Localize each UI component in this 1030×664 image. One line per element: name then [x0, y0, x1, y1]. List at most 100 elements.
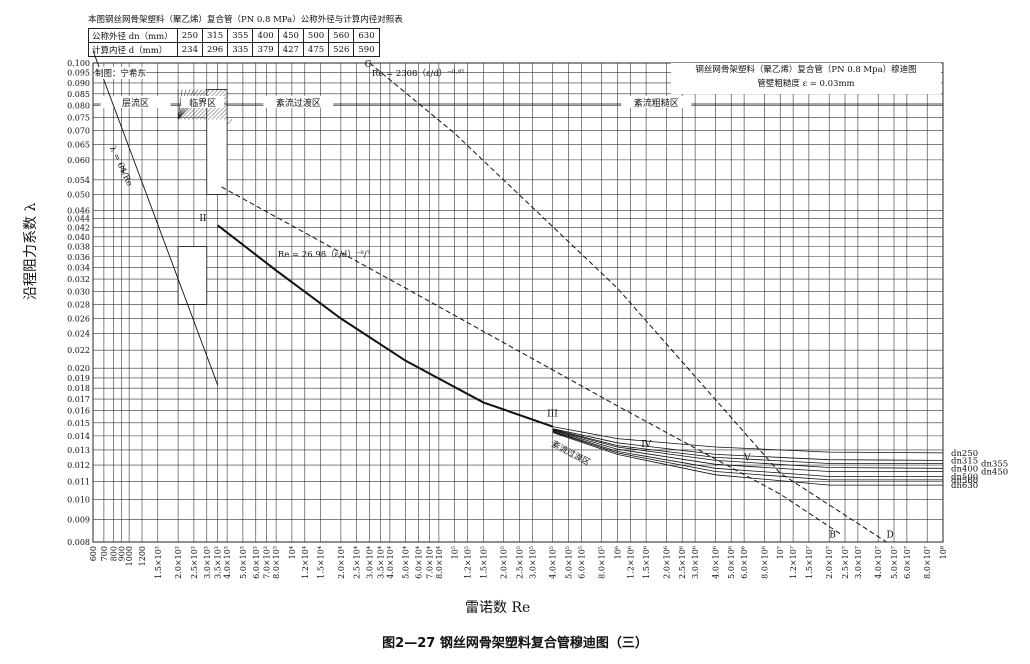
zone-mark: I: [122, 166, 126, 176]
region-label: 临界区: [189, 97, 216, 109]
x-tick-label: 2.0×10⁵: [500, 546, 509, 579]
x-tick-label: 4.0×10⁷: [874, 546, 883, 579]
x-tick-label: 4.0×10⁶: [711, 546, 720, 579]
y-axis-title: 沿程阻力系数 λ: [23, 202, 39, 300]
y-tick-label: 0.020: [67, 364, 90, 373]
x-tick-label: 1.5×10⁴: [317, 546, 326, 579]
x-tick-label: 1.5×10⁷: [805, 546, 814, 579]
x-tick-label: 2.5×10⁵: [515, 546, 524, 579]
y-tick-label: 0.028: [67, 300, 90, 309]
y-tick-label: 0.054: [67, 176, 90, 185]
table-cell: 475: [302, 42, 330, 57]
series-dn630: [552, 432, 943, 486]
y-tick-label: 0.046: [67, 206, 90, 215]
series-dn400: [552, 429, 944, 469]
zone-mark: V: [743, 453, 751, 463]
y-tick-label: 0.080: [67, 101, 90, 110]
series-label: dn400: [951, 464, 978, 474]
legend-title: 钢丝网骨架塑料（聚乙烯）复合管（PN 0.8 Mpa）穆迪图: [695, 65, 917, 75]
x-tick-label: 8.0×10⁷: [923, 546, 932, 579]
x-tick-label: 2.5×10³: [190, 546, 199, 579]
y-tick-label: 0.042: [67, 224, 90, 233]
y-tick-label: 0.090: [67, 79, 90, 88]
table-cell: 379: [252, 42, 279, 57]
x-tick-label: 8.0×10⁴: [435, 546, 444, 579]
y-tick-label: 0.019: [67, 374, 90, 383]
critical-hatch-lower: [177, 246, 208, 305]
y-tick-label: 0.032: [67, 275, 90, 284]
y-tick-label: 0.017: [67, 395, 90, 404]
x-tick-label: 4.0×10⁵: [549, 546, 558, 579]
x-tick-label: 10⁶: [613, 546, 622, 559]
region-label: 紊流过渡区: [276, 97, 321, 109]
region-label: 紊流粗糙区: [634, 97, 679, 109]
x-tick-label: 2.0×10³: [174, 546, 183, 579]
y-tick-label: 0.024: [67, 330, 90, 339]
formula-boundary-c: Re = 2308（ε/d）⁻⁰·⁸⁵: [372, 68, 465, 79]
x-tick-label: 2.5×10⁴: [353, 546, 362, 579]
x-tick-label: 1200: [138, 546, 147, 566]
table-cell: 234: [176, 42, 203, 57]
x-tick-label: 3.0×10⁶: [691, 546, 700, 579]
y-tick-label: 0.060: [67, 156, 90, 165]
x-tick-label: 900: [118, 546, 127, 561]
x-tick-label: 3.0×10⁴: [366, 546, 375, 579]
series-label: dn315: [951, 456, 978, 466]
hatch-line: [219, 112, 228, 120]
y-tick-label: 0.075: [67, 114, 90, 123]
x-tick-label: 10⁵: [451, 546, 460, 559]
hatch-line: [211, 104, 228, 120]
x-tick-label: 6.0×10⁵: [577, 546, 586, 579]
y-tick-label: 0.022: [67, 346, 90, 355]
series-label: dn500: [951, 473, 978, 483]
x-tick-label: 8.0×10⁶: [760, 546, 769, 579]
x-tick-label: 3.0×10³: [203, 546, 212, 579]
table-cell: 590: [353, 42, 380, 57]
region-label-bg: [181, 96, 225, 108]
boundary-curve-c: [369, 62, 887, 543]
x-tick-label: 5.0×10³: [239, 546, 248, 579]
x-tick-label: 6.0×10³: [252, 546, 261, 579]
curve-mark: D: [887, 530, 894, 540]
series-dn500: [552, 430, 943, 477]
y-tick-label: 0.100: [67, 59, 90, 68]
curve-mark: C: [365, 60, 372, 70]
laminar-line: [92, 50, 219, 386]
x-axis-title: 雷诺数 Re: [465, 600, 531, 616]
series-label: dn450: [981, 468, 1008, 478]
x-tick-label: 1000: [125, 546, 134, 566]
diameter-table: 公称外径 dn（mm） 250 315 355 400 450 500 560 …: [88, 28, 380, 57]
x-tick-label: 1.2×10⁵: [464, 546, 473, 579]
series-label: dn560: [951, 476, 978, 486]
x-tick-label: 3.0×10⁷: [854, 546, 863, 579]
inner-diameter-row: 计算内径 d（mm） 234 296 335 379 427 475 526 5…: [88, 42, 380, 57]
y-tick-label: 0.016: [67, 407, 90, 416]
y-tick-label: 0.026: [67, 314, 90, 323]
y-tick-label: 0.040: [67, 233, 90, 242]
hatch-line: [226, 119, 229, 121]
boundary-curve-b: [221, 186, 843, 536]
x-tick-label: 2.0×10⁷: [825, 546, 834, 579]
legend-box: 钢丝网骨架塑料（聚乙烯）复合管（PN 0.8 Mpa）穆迪图 管壁粗糙度 ε =…: [671, 63, 941, 94]
y-tick-label: 0.015: [67, 419, 90, 428]
x-tick-label: 6.0×10⁴: [415, 546, 424, 579]
x-tick-label: 2.0×10⁴: [337, 546, 346, 579]
y-tick-label: 0.013: [67, 446, 90, 455]
x-tick-label: 6.0×10⁷: [903, 546, 912, 579]
zone-mark: IV: [641, 440, 652, 450]
region-label: 层流区: [122, 97, 149, 109]
region-label-bg: [100, 96, 171, 108]
series-dn250: [552, 426, 944, 454]
x-tick-label: 6.0×10⁶: [740, 546, 749, 579]
x-tick-label: 1.2×10⁴: [301, 546, 310, 579]
x-tick-label: 1.5×10⁶: [642, 546, 651, 579]
series-dn355: [552, 428, 943, 464]
hatch-line: [215, 108, 228, 120]
y-tick-label: 0.036: [67, 253, 90, 262]
y-tick-label: 0.038: [67, 243, 90, 252]
y-tick-label: 0.012: [67, 461, 90, 470]
x-tick-label: 7.0×10⁴: [426, 546, 435, 579]
hatch-line: [223, 116, 228, 120]
x-tick-label: 1.5×10⁵: [479, 546, 488, 579]
